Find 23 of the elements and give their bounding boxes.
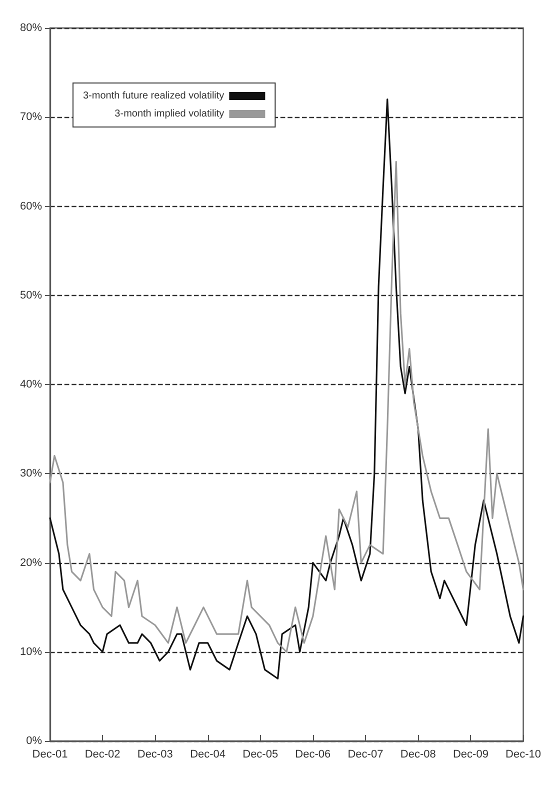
- y-tick-label: 70%: [20, 111, 42, 124]
- y-tick-label: 80%: [20, 22, 42, 34]
- x-tick-label: Dec-10: [506, 748, 542, 760]
- x-tick-label: Dec-09: [452, 748, 488, 760]
- x-tick-label: Dec-03: [137, 748, 173, 760]
- legend-label: 3-month future realized volatility: [82, 90, 224, 102]
- x-tick-label: Dec-08: [400, 748, 436, 760]
- y-tick-label: 0%: [26, 735, 42, 747]
- y-tick-label: 10%: [20, 646, 42, 658]
- x-tick-label: Dec-07: [348, 748, 384, 760]
- y-tick-label: 20%: [20, 556, 42, 569]
- x-tick-label: Dec-02: [84, 748, 120, 760]
- x-tick-label: Dec-05: [242, 748, 278, 760]
- x-tick-label: Dec-06: [295, 748, 331, 760]
- y-tick-label: 40%: [20, 378, 42, 390]
- line-series: [49, 160, 524, 653]
- line-series: [49, 98, 524, 680]
- legend-label: 3-month implied volatility: [114, 108, 224, 120]
- x-tick-label: Dec-01: [32, 748, 68, 760]
- x-tick-label: Dec-04: [190, 748, 226, 760]
- y-tick-label: 60%: [20, 200, 42, 212]
- y-tick-label: 50%: [20, 289, 42, 302]
- y-tick-label: 30%: [20, 468, 42, 480]
